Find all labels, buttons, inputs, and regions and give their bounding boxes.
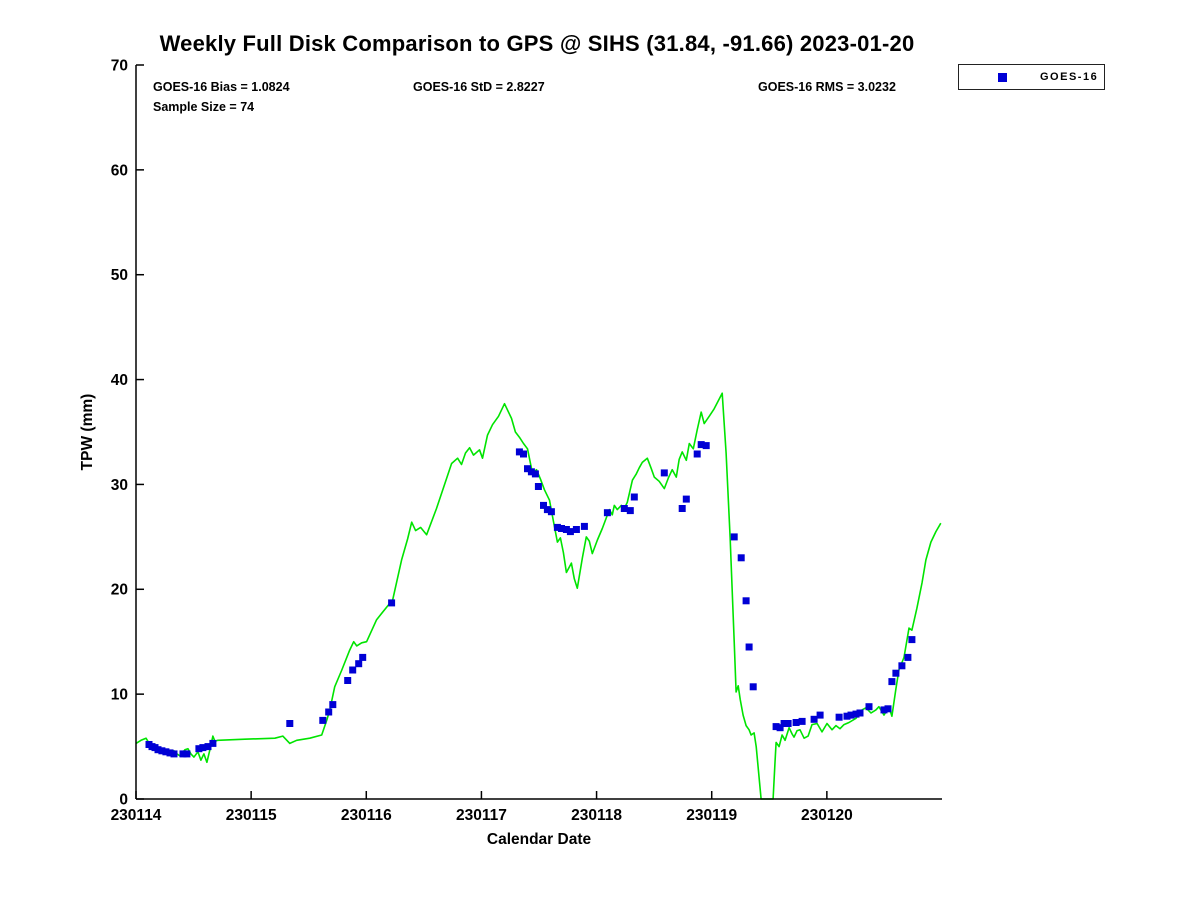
svg-text:230118: 230118 bbox=[571, 807, 622, 824]
chart-title: Weekly Full Disk Comparison to GPS @ SIH… bbox=[159, 31, 915, 56]
std-annotation: GOES-16 StD = 2.8227 bbox=[413, 80, 545, 94]
legend-label-goes16: GOES-16 bbox=[1040, 71, 1099, 83]
svg-text:40: 40 bbox=[111, 372, 128, 389]
rms-annotation: GOES-16 RMS = 3.0232 bbox=[758, 80, 896, 94]
svg-text:70: 70 bbox=[111, 57, 128, 74]
y-axis-label: TPW (mm) bbox=[79, 393, 96, 471]
goes16-markers bbox=[145, 441, 916, 758]
svg-text:230114: 230114 bbox=[111, 807, 162, 824]
bias-annotation: GOES-16 Bias = 1.0824 bbox=[153, 80, 290, 94]
svg-text:230116: 230116 bbox=[341, 807, 392, 824]
svg-text:30: 30 bbox=[111, 477, 128, 494]
svg-text:20: 20 bbox=[111, 582, 128, 599]
svg-text:230120: 230120 bbox=[801, 807, 853, 824]
svg-text:60: 60 bbox=[111, 162, 128, 179]
svg-text:230115: 230115 bbox=[226, 807, 277, 824]
square-marker-icon bbox=[998, 72, 1007, 82]
legend-box: GOES-16 bbox=[958, 64, 1105, 90]
svg-text:0: 0 bbox=[119, 791, 128, 808]
svg-text:10: 10 bbox=[111, 687, 128, 704]
axes bbox=[135, 64, 942, 800]
axis-tick-labels: 0 10 20 30 40 50 60 70 230114 230115 230116 230117 2… bbox=[111, 57, 853, 824]
sample-size-annotation: Sample Size = 74 bbox=[153, 100, 255, 114]
svg-text:230119: 230119 bbox=[686, 807, 737, 824]
svg-text:50: 50 bbox=[111, 267, 128, 284]
gps-line bbox=[135, 392, 942, 800]
x-axis-label: Calendar Date bbox=[486, 831, 592, 848]
svg-text:230117: 230117 bbox=[456, 807, 507, 824]
